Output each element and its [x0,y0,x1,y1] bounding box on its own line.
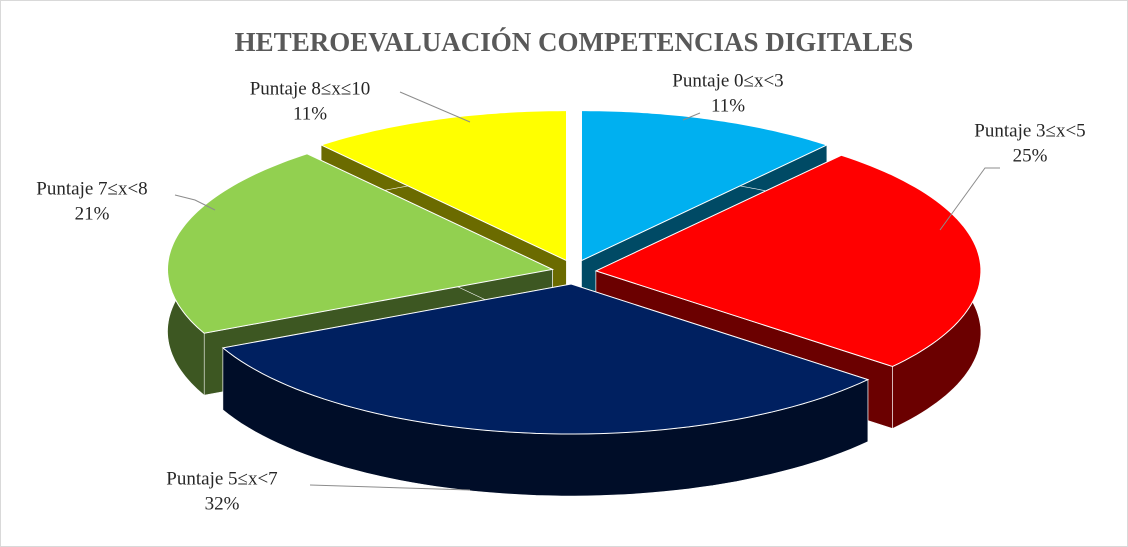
slice [221,283,870,435]
chart-title: HETEROEVALUACIÓN COMPETENCIAS DIGITALES [235,27,914,57]
data-label-value: 21% [75,203,110,224]
leader-line [939,167,1000,231]
slice [166,153,555,334]
data-label-value: 25% [1013,145,1048,166]
data-label-name: Puntaje 5≤x<7 [166,468,277,489]
data-label-name: Puntaje 7≤x<8 [36,178,147,199]
leader-line [399,91,471,123]
leader-line [174,194,216,211]
pie [166,110,982,497]
data-label-name: Puntaje 0≤x<3 [672,70,783,91]
data-label-value: 11% [711,95,745,116]
data-label-value: 32% [205,493,240,514]
slice [594,154,982,368]
slice [581,110,829,262]
data-label-name: Puntaje 3≤x<5 [974,120,1085,141]
leader-line [309,484,471,491]
data-label-value: 11% [293,103,327,124]
slice [319,110,567,262]
leader-line [682,112,701,121]
data-label-name: Puntaje 8≤x≤10 [250,78,371,99]
